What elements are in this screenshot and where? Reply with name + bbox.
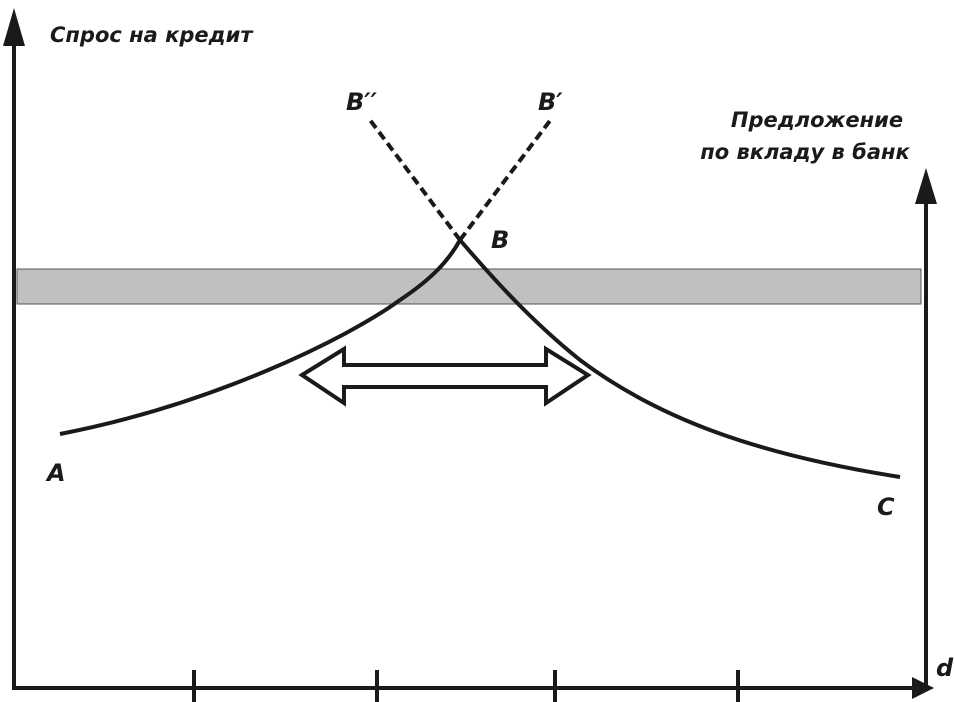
point-a-label: A [45, 459, 66, 487]
point-c-label: C [877, 493, 895, 521]
interest-rate-band [16, 268, 922, 305]
right-y-axis-arrow-icon [915, 168, 937, 204]
y-axis-right-title-line1: Предложение [731, 108, 903, 132]
dashed-line-b-double-prime [368, 118, 462, 242]
point-b-label: B [491, 226, 509, 254]
point-b-double-prime-label: B′′ [346, 88, 378, 116]
y-axis-left-title: Спрос на кредит [50, 23, 254, 47]
left-y-axis-arrow-icon [3, 8, 25, 46]
double-arrow-icon [298, 345, 592, 407]
x-axis-label: d [936, 654, 954, 682]
demand-curve-ab [59, 239, 462, 436]
y-axis-right-title-line2: по вкладу в банк [700, 140, 910, 164]
supply-curve-bc [458, 238, 901, 479]
x-axis-arrow-icon [912, 677, 934, 699]
point-b-prime-label: B′ [538, 88, 563, 116]
dashed-line-b-prime [458, 116, 554, 242]
